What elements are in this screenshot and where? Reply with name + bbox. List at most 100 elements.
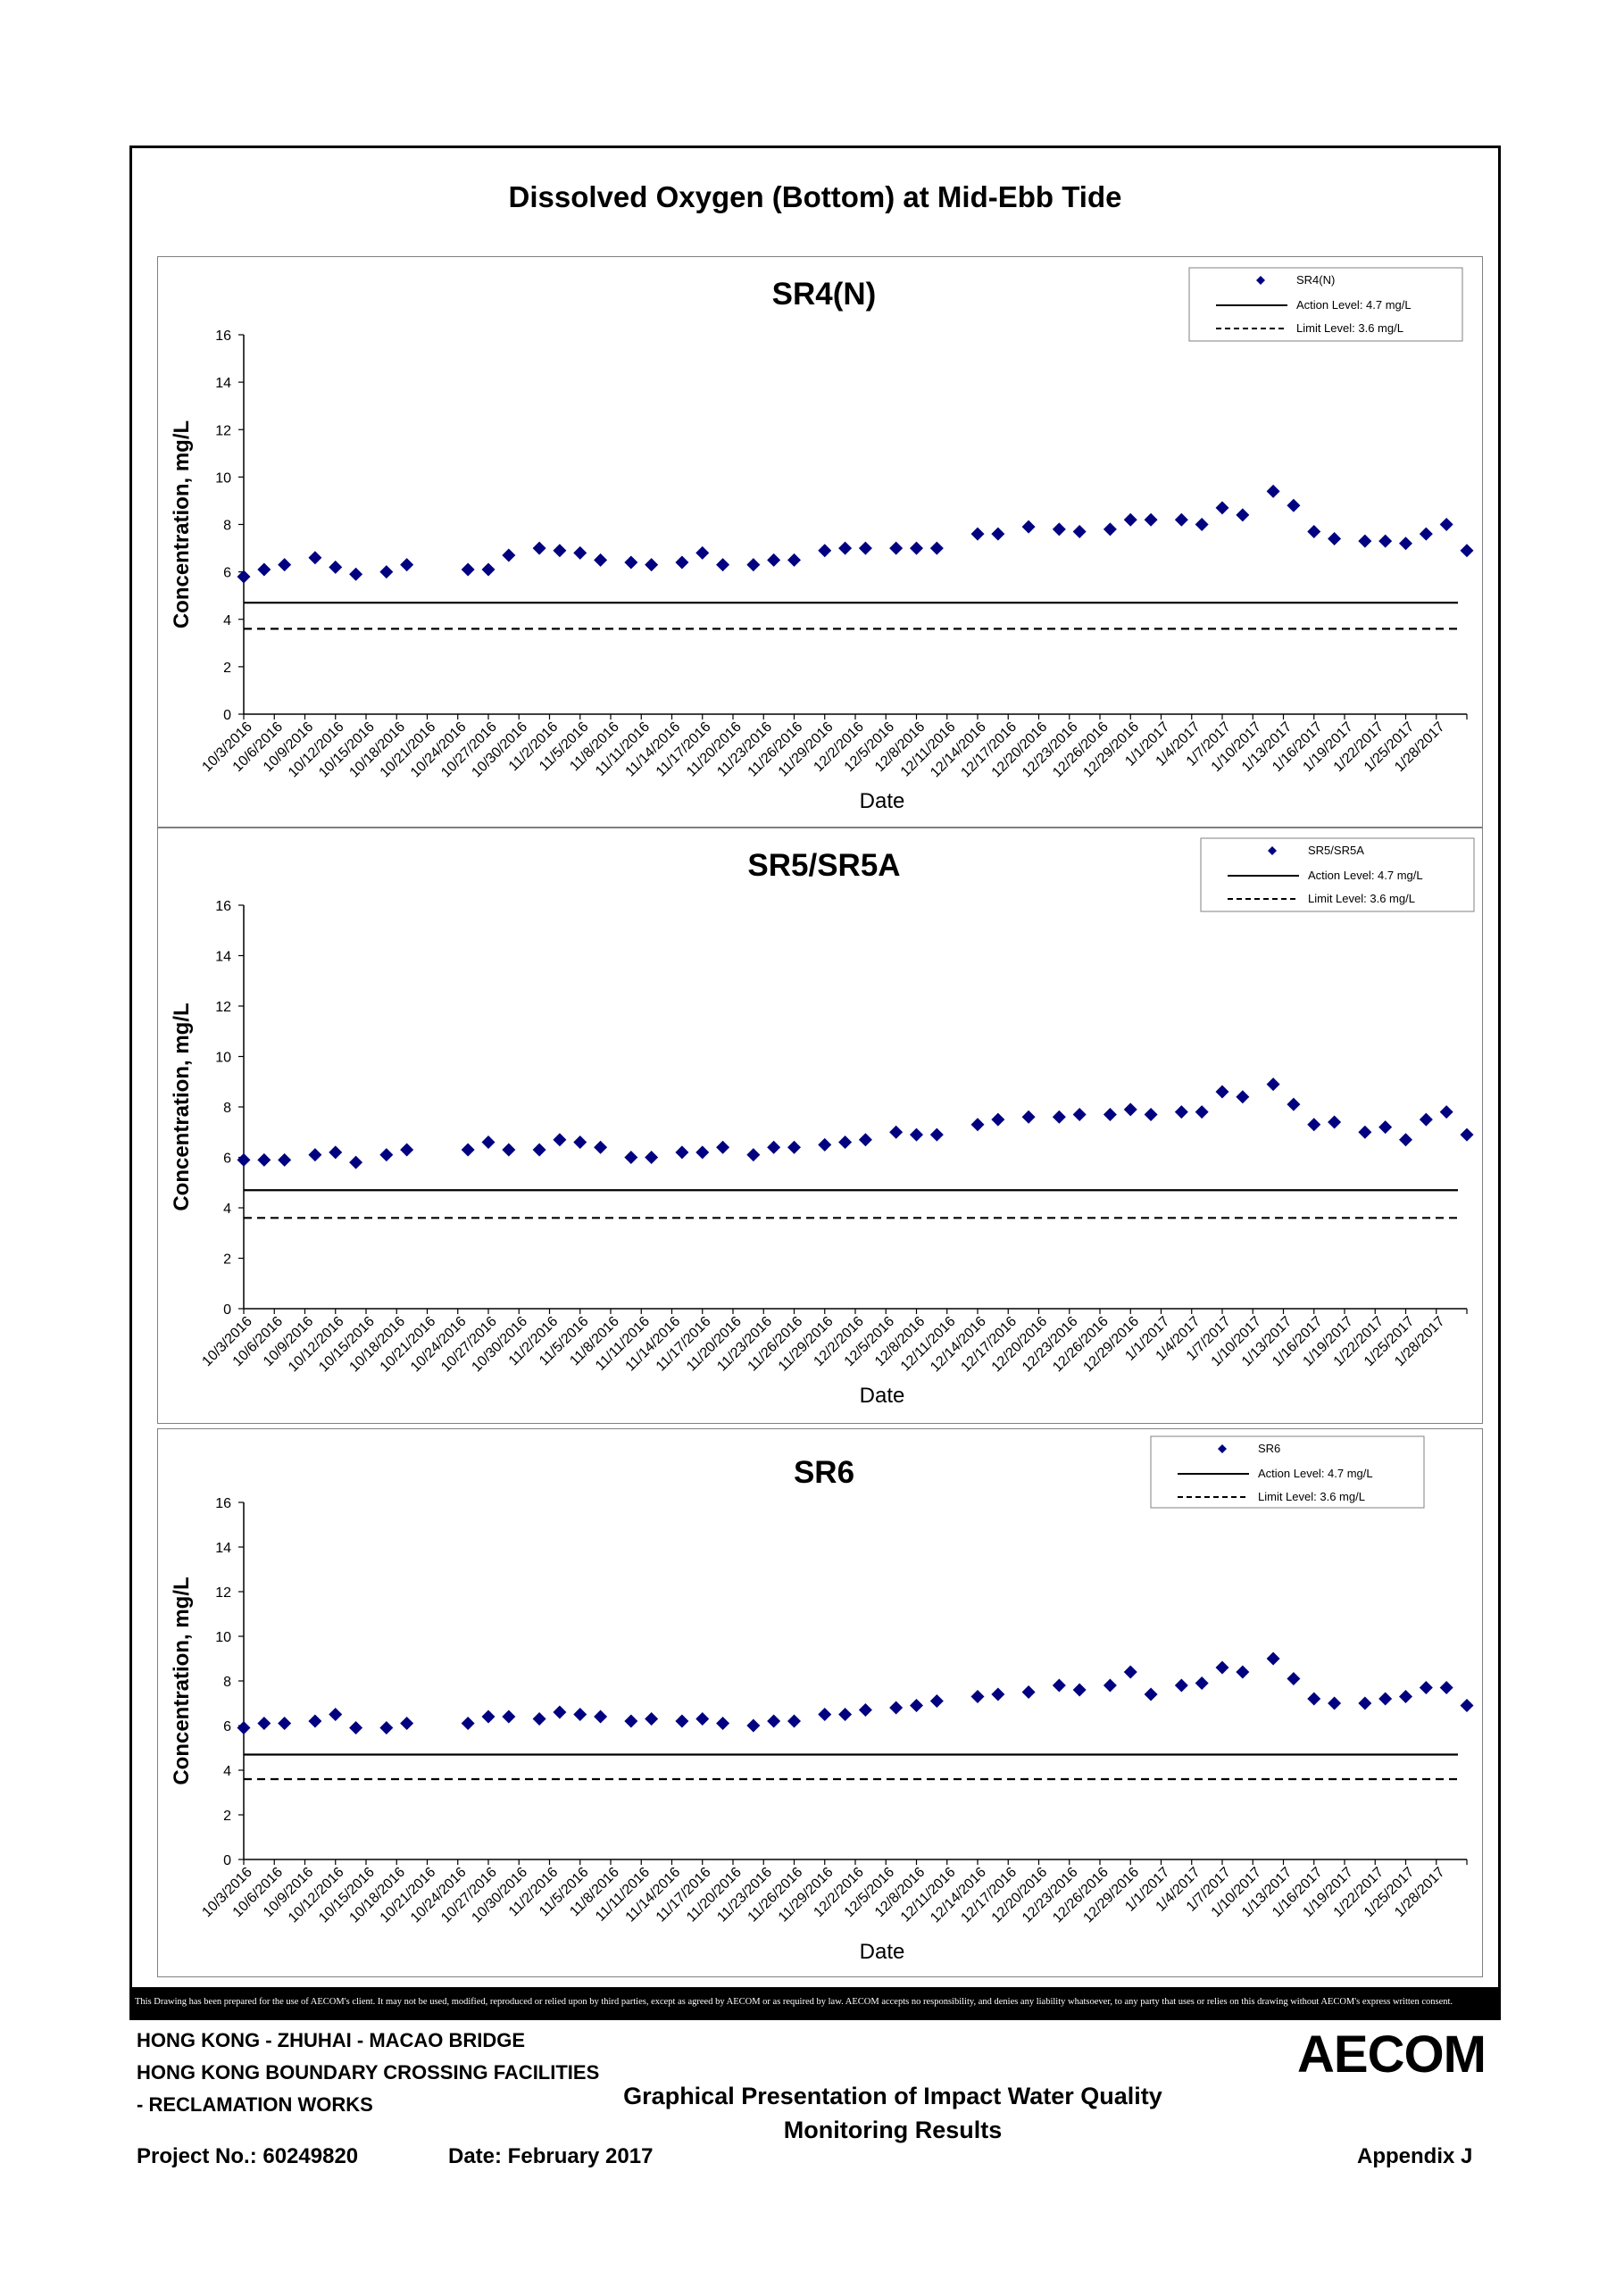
- data-point: [1266, 1077, 1280, 1092]
- y-tick-label: 0: [223, 1302, 231, 1318]
- data-point: [746, 1148, 761, 1162]
- data-point: [929, 1127, 944, 1142]
- data-point: [349, 567, 363, 581]
- data-point: [1439, 518, 1453, 531]
- data-point: [349, 1721, 363, 1734]
- data-point: [502, 1710, 516, 1724]
- data-point: [1460, 1699, 1474, 1712]
- project-line-3: - RECLAMATION WORKS: [137, 2093, 373, 2116]
- data-point: [767, 553, 781, 567]
- page-title: Dissolved Oxygen (Bottom) at Mid-Ebb Tid…: [508, 180, 1122, 213]
- legend-label-action: Action Level: 4.7 mg/L: [1308, 869, 1423, 882]
- y-axis-label: Concentration, mg/L: [170, 1576, 194, 1784]
- legend-label-series: SR5/SR5A: [1308, 844, 1364, 857]
- data-point: [1144, 512, 1158, 527]
- document-date: Date: February 2017: [448, 2144, 654, 2168]
- data-point: [991, 1112, 1005, 1127]
- legend-marker: [1218, 1444, 1227, 1453]
- data-point: [716, 1717, 730, 1730]
- data-point: [461, 1717, 475, 1730]
- data-point: [910, 1127, 923, 1142]
- data-point: [1072, 1683, 1087, 1697]
- data-point: [308, 1714, 322, 1728]
- data-point: [329, 1145, 343, 1160]
- data-point: [278, 558, 292, 572]
- data-point: [1215, 1085, 1229, 1099]
- disclaimer-bar: This Drawing has been prepared for the u…: [129, 1987, 1501, 2017]
- data-point: [553, 1133, 567, 1147]
- data-point: [1195, 1105, 1209, 1119]
- data-point: [929, 1694, 944, 1708]
- data-point: [349, 1155, 363, 1169]
- data-point: [461, 562, 475, 577]
- y-tick-label: 6: [223, 1719, 231, 1734]
- data-point: [624, 1714, 638, 1728]
- data-point: [1460, 1127, 1474, 1142]
- data-point: [858, 1703, 872, 1717]
- data-point: [716, 558, 730, 572]
- data-point: [1174, 512, 1188, 527]
- data-point: [624, 555, 638, 570]
- data-point: [1052, 522, 1066, 537]
- data-point: [746, 1718, 761, 1733]
- data-point: [1358, 1125, 1372, 1139]
- chart-sr6: SR6024681012141610/3/201610/6/201610/9/2…: [170, 1435, 1474, 1964]
- data-point: [858, 1133, 872, 1147]
- data-point: [1021, 1110, 1036, 1124]
- data-point: [1287, 1672, 1301, 1685]
- y-axis-label: Concentration, mg/L: [170, 1002, 194, 1210]
- data-point: [645, 558, 659, 572]
- data-point: [695, 545, 710, 560]
- data-point: [461, 1143, 475, 1157]
- data-point: [1419, 1112, 1433, 1127]
- data-point: [889, 1701, 904, 1715]
- data-point: [838, 1136, 853, 1150]
- data-point: [1072, 1107, 1087, 1121]
- data-point: [1460, 544, 1474, 558]
- data-point: [532, 1712, 546, 1726]
- legend-label-series: SR4(N): [1296, 273, 1335, 287]
- data-point: [1439, 1105, 1453, 1119]
- data-point: [675, 1714, 689, 1728]
- chart-legend: SR4(N) Action Level: 4.7 mg/L Limit Level:…: [1188, 267, 1463, 342]
- report-title-line-1: Graphical Presentation of Impact Water Q…: [623, 2083, 1162, 2109]
- data-point: [1215, 1660, 1229, 1675]
- y-tick-label: 10: [215, 1051, 231, 1066]
- appendix-label: Appendix J: [1357, 2144, 1473, 2168]
- data-point: [970, 1118, 985, 1132]
- data-point: [481, 562, 496, 577]
- y-tick-label: 10: [215, 1630, 231, 1645]
- chart-panel-sr4n: SR4(N) 0 2 4 6 8 10 12 14 16 10/3/2016 10/6/2016 10/…: [157, 256, 1483, 828]
- data-point: [1307, 1118, 1321, 1132]
- data-point: [1103, 1678, 1117, 1693]
- data-point: [278, 1152, 292, 1167]
- y-tick-label: 16: [215, 329, 231, 344]
- data-point: [1236, 1665, 1250, 1679]
- data-point: [818, 1708, 832, 1721]
- data-point: [1195, 518, 1209, 531]
- data-point: [573, 1708, 587, 1721]
- chart-title: SR5/SR5A: [747, 848, 900, 883]
- data-point: [675, 1145, 689, 1160]
- data-point: [1378, 534, 1393, 548]
- chart-panel-sr6: SR6 0 2 4 6 8 10 12 14 16 10/3/2016 10/6/2016 10/9/2…: [157, 1428, 1483, 1977]
- data-point: [481, 1710, 496, 1724]
- y-tick-label: 2: [223, 661, 231, 676]
- report-title: Graphical Presentation of Impact Water Q…: [562, 2079, 1223, 2147]
- data-point: [1195, 1676, 1209, 1690]
- data-point: [257, 562, 271, 577]
- data-point: [1174, 1678, 1188, 1693]
- data-point: [858, 541, 872, 555]
- data-point: [991, 527, 1005, 541]
- data-point: [787, 1140, 801, 1154]
- data-point: [1328, 1696, 1342, 1710]
- y-tick-label: 12: [215, 423, 231, 438]
- data-point: [481, 1136, 496, 1150]
- y-tick-label: 8: [223, 1101, 231, 1116]
- y-tick-label: 10: [215, 470, 231, 486]
- chart-sr4n: SR4(N)024681012141610/3/201610/6/201610/…: [170, 267, 1474, 813]
- project-line-2: HONG KONG BOUNDARY CROSSING FACILITIES: [137, 2061, 600, 2084]
- y-tick-label: 8: [223, 1675, 231, 1690]
- y-tick-label: 12: [215, 1000, 231, 1015]
- data-point: [308, 1148, 322, 1162]
